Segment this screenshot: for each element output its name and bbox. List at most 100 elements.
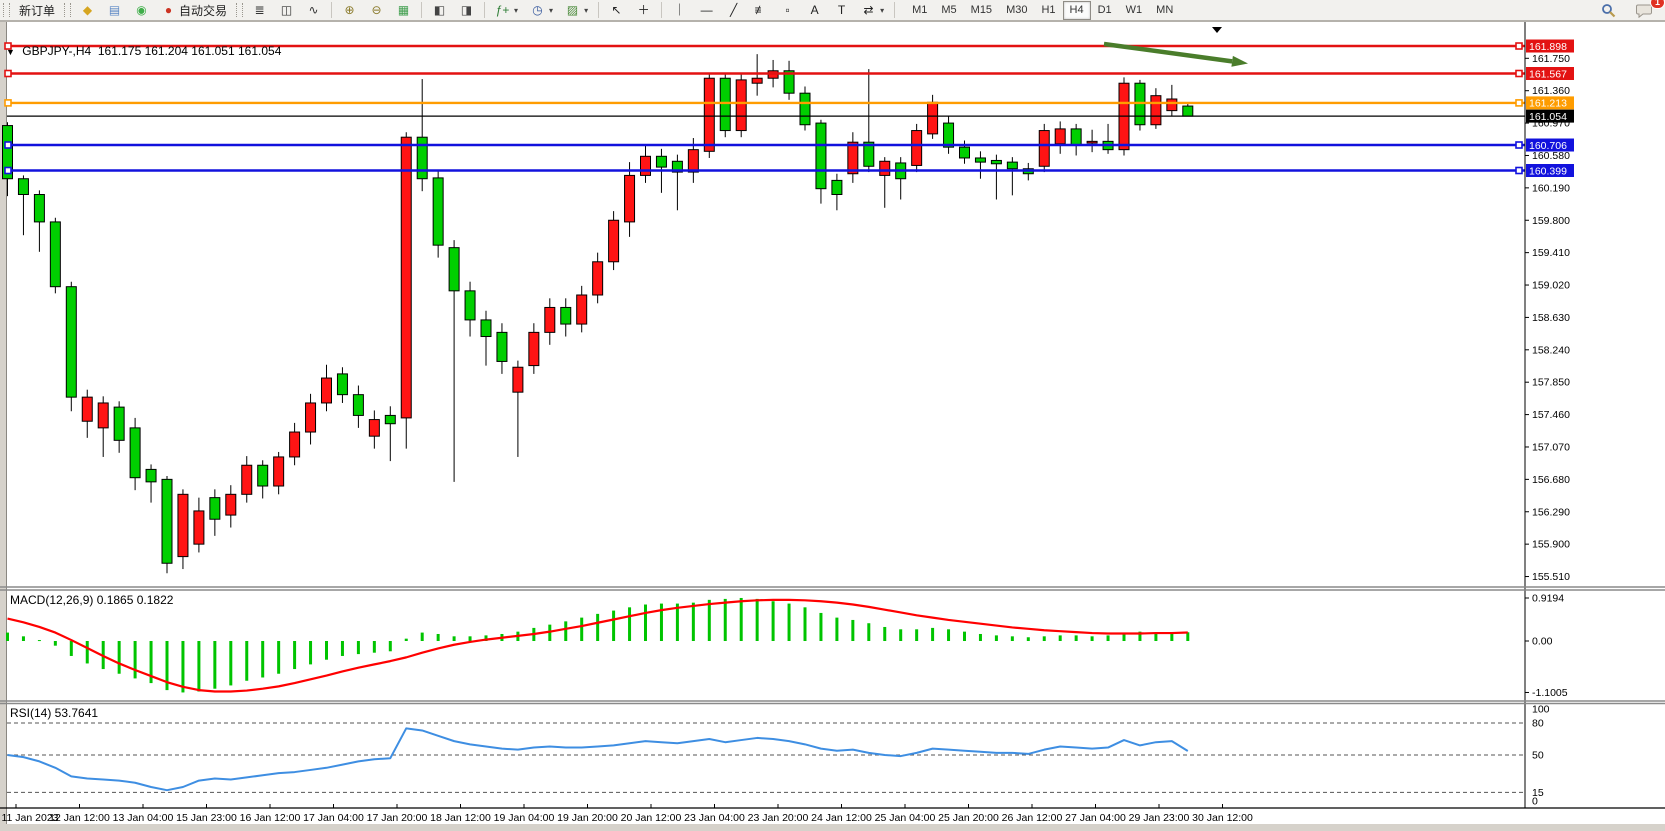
candle[interactable] [161, 478, 173, 564]
candle[interactable] [528, 331, 540, 367]
candle[interactable] [113, 406, 125, 441]
candle[interactable] [592, 261, 604, 296]
candle[interactable] [831, 179, 843, 196]
candle[interactable] [1150, 95, 1162, 126]
candle[interactable] [33, 194, 45, 223]
candle[interactable] [177, 493, 189, 558]
fibonacci-button[interactable]: ≢ [747, 0, 774, 21]
crosshair-button[interactable]: ＋ [630, 0, 657, 21]
dropdown-arrow-icon[interactable]: ▾ [880, 5, 885, 15]
toolbar-grip[interactable] [64, 3, 72, 17]
candle[interactable] [289, 431, 301, 458]
candle[interactable] [687, 149, 699, 173]
candle[interactable] [943, 122, 955, 148]
add-indicator-button[interactable]: ƒ+ ▾ [489, 0, 524, 21]
candle[interactable] [751, 77, 763, 84]
search-button[interactable] [1595, 0, 1622, 21]
candle[interactable] [576, 294, 588, 325]
candle[interactable] [959, 146, 970, 159]
candle[interactable] [927, 101, 939, 135]
candle[interactable] [799, 92, 811, 126]
chart-shift-button[interactable]: ◨ [453, 0, 480, 21]
candle[interactable] [974, 157, 986, 163]
line-anchor-marker[interactable] [4, 141, 12, 149]
line-anchor-marker[interactable] [4, 166, 12, 175]
candle[interactable] [448, 247, 460, 292]
hlines-layer[interactable] [4, 42, 1525, 175]
candle[interactable] [512, 366, 524, 393]
candle[interactable] [305, 402, 317, 433]
chart-shift-marker-icon[interactable] [1212, 27, 1222, 33]
tile-windows-button[interactable]: ▦ [390, 0, 417, 21]
candle[interactable] [1054, 128, 1066, 145]
candle[interactable] [321, 377, 332, 404]
vertical-line-button[interactable]: ｜ [666, 0, 693, 21]
line-anchor-marker[interactable] [1515, 166, 1523, 175]
candle[interactable] [1086, 140, 1098, 144]
signals-button[interactable]: ◉ [128, 0, 155, 21]
bar-chart-button[interactable]: ≣ [246, 0, 273, 21]
toolbar-grip[interactable] [236, 3, 244, 17]
horizontal-line-button[interactable]: ― [693, 0, 720, 21]
period-clock-button[interactable]: ◷ ▾ [524, 0, 559, 21]
candle[interactable] [241, 464, 253, 495]
candle[interactable] [480, 319, 492, 338]
text-button[interactable]: A [801, 0, 828, 21]
candle[interactable] [496, 331, 508, 362]
dropdown-arrow-icon[interactable]: ▾ [549, 5, 554, 15]
candle[interactable] [416, 136, 428, 180]
arrows-tool-button[interactable]: ⇄ ▾ [855, 0, 890, 21]
candle[interactable] [608, 219, 620, 263]
timeframe-m15-button[interactable]: M15 [970, 3, 993, 16]
candle[interactable] [17, 178, 29, 196]
candle[interactable] [1038, 130, 1050, 167]
candle[interactable] [1182, 105, 1194, 117]
candle[interactable] [225, 493, 237, 516]
macd-panel[interactable]: 0.9194 0.00 -1.1005 [6, 592, 1568, 699]
candle[interactable] [97, 402, 109, 429]
candle[interactable] [1006, 161, 1018, 170]
candle[interactable] [624, 174, 636, 223]
candle[interactable] [257, 464, 269, 487]
candle[interactable] [352, 394, 364, 416]
candle[interactable] [2, 125, 13, 180]
timeframe-m5-button[interactable]: M5 [941, 3, 957, 16]
trendline-button[interactable]: ╱ [720, 0, 747, 21]
candle[interactable] [719, 77, 731, 132]
line-anchor-marker[interactable] [1515, 99, 1523, 107]
candle[interactable] [209, 497, 221, 520]
candle[interactable] [783, 70, 795, 94]
line-anchor-marker[interactable] [4, 99, 12, 107]
channel-grid-button[interactable]: ▫ [774, 0, 801, 21]
dropdown-arrow-icon[interactable]: ▾ [514, 5, 519, 15]
candle[interactable] [384, 414, 396, 425]
candle[interactable] [879, 160, 891, 176]
line-anchor-marker[interactable] [4, 42, 12, 50]
chat-button[interactable]: 1 [1630, 0, 1665, 21]
line-anchor-marker[interactable] [4, 69, 12, 78]
timeframe-d1-button[interactable]: D1 [1097, 3, 1112, 16]
candle[interactable] [1166, 98, 1178, 112]
candle[interactable] [400, 136, 412, 419]
candle[interactable] [703, 77, 715, 152]
zoom-in-button[interactable]: ⊕ [336, 0, 363, 21]
cursor-button[interactable]: ↖ [603, 0, 630, 21]
candle[interactable] [464, 290, 476, 321]
chart-window-button[interactable]: ▤ [101, 0, 128, 21]
candle[interactable] [911, 130, 923, 166]
candle[interactable] [145, 468, 157, 483]
candle[interactable] [655, 155, 667, 168]
timeframe-mn-button[interactable]: MN [1156, 3, 1174, 16]
candle[interactable] [560, 306, 572, 325]
candle[interactable] [49, 221, 61, 288]
chart-canvas[interactable]: 161.750161.360160.970160.580160.190159.8… [0, 20, 1665, 831]
candle[interactable] [863, 141, 875, 167]
candle[interactable] [847, 141, 859, 175]
toolbar-grip[interactable] [3, 3, 10, 17]
text-label-button[interactable]: T [828, 0, 855, 21]
candle[interactable] [81, 396, 93, 422]
auto-trading-button[interactable]: ● 自动交易 [155, 0, 233, 21]
candle[interactable] [193, 510, 205, 545]
candle[interactable] [432, 177, 444, 246]
